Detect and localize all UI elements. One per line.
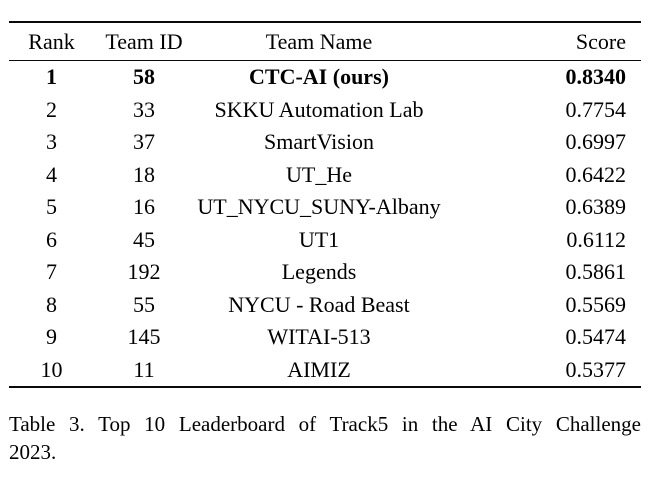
- header-row: Rank Team ID Team Name Score: [9, 22, 641, 61]
- cell-team-name: WITAI-513: [267, 324, 371, 350]
- cell-team-id: 55: [133, 291, 155, 317]
- cell-score: 0.5474: [565, 324, 627, 350]
- cell-team-name: UT_NYCU_SUNY-Albany: [197, 194, 441, 220]
- cell-team-name: UT1: [298, 226, 340, 252]
- cell-rank: 7: [46, 259, 57, 285]
- cell-rank: 6: [46, 226, 57, 252]
- cell-rank: 2: [46, 96, 57, 122]
- cell-score: 0.7754: [565, 96, 627, 122]
- cell-team-name: AIMIZ: [287, 356, 351, 382]
- cell-score: 0.5861: [565, 259, 627, 285]
- cell-score: 0.6112: [566, 226, 626, 252]
- cell-team-name: SmartVision: [264, 129, 374, 155]
- caption-line-2: 2023.: [9, 440, 57, 464]
- table-row: 3 37 SmartVision 0.6997: [9, 126, 641, 159]
- table-row: 8 55 NYCU - Road Beast 0.5569: [9, 289, 641, 322]
- cell-score: 0.6389: [565, 194, 627, 220]
- cell-team-id: 37: [133, 129, 155, 155]
- table-row: 7 192 Legends 0.5861: [9, 256, 641, 289]
- table-row: 1 58 CTC-AI (ours) 0.8340: [9, 61, 641, 94]
- cell-team-id: 11: [133, 356, 155, 382]
- cell-team-name: Legends: [281, 259, 357, 285]
- cell-team-id: 45: [133, 226, 155, 252]
- cell-score: 0.6997: [565, 129, 627, 155]
- col-header-team-id: Team ID: [94, 22, 194, 61]
- col-header-rank: Rank: [9, 22, 94, 61]
- cell-team-id: 58: [133, 64, 155, 90]
- table-row: 5 16 UT_NYCU_SUNY-Albany 0.6389: [9, 191, 641, 224]
- table-row: 10 11 AIMIZ 0.5377: [9, 354, 641, 388]
- cell-rank: 10: [40, 356, 63, 382]
- cell-rank: 1: [46, 64, 57, 90]
- cell-rank: 5: [46, 194, 57, 220]
- cell-rank: 8: [46, 291, 57, 317]
- cell-rank: 9: [46, 324, 57, 350]
- leaderboard-table-wrap: Rank Team ID Team Name Score 1 58 CTC-AI (…: [9, 21, 641, 388]
- cell-team-id: 145: [127, 324, 161, 350]
- cell-team-name: UT_He: [286, 161, 352, 187]
- cell-team-name: CTC-AI (ours): [249, 64, 389, 90]
- cell-score: 0.8340: [565, 64, 627, 90]
- cell-rank: 3: [46, 129, 57, 155]
- cell-score: 0.6422: [565, 161, 627, 187]
- table-body: 1 58 CTC-AI (ours) 0.8340 2 33 SKKU Automation…: [9, 61, 641, 388]
- cell-score: 0.5569: [565, 291, 627, 317]
- table-row: 9 145 WITAI-513 0.5474: [9, 321, 641, 354]
- table-row: 4 18 UT_He 0.6422: [9, 159, 641, 192]
- leaderboard-table: Rank Team ID Team Name Score 1 58 CTC-AI (…: [9, 21, 641, 388]
- table-caption: Table 3. Top 10 Leaderboard of Track5 in…: [9, 410, 641, 466]
- table-row: 2 33 SKKU Automation Lab 0.7754: [9, 94, 641, 127]
- cell-team-name: SKKU Automation Lab: [214, 96, 424, 122]
- caption-line-1: Table 3. Top 10 Leaderboard of Track5 in…: [9, 412, 641, 436]
- col-header-score: Score: [444, 22, 641, 61]
- cell-team-name: NYCU - Road Beast: [228, 291, 410, 317]
- cell-team-id: 16: [133, 194, 155, 220]
- cell-rank: 4: [46, 161, 57, 187]
- cell-team-id: 18: [133, 161, 155, 187]
- cell-team-id: 33: [133, 96, 155, 122]
- table-row: 6 45 UT1 0.6112: [9, 224, 641, 257]
- cell-team-id: 192: [127, 259, 161, 285]
- cell-score: 0.5377: [565, 356, 627, 382]
- table-header: Rank Team ID Team Name Score: [9, 22, 641, 61]
- col-header-team-name: Team Name: [194, 22, 444, 61]
